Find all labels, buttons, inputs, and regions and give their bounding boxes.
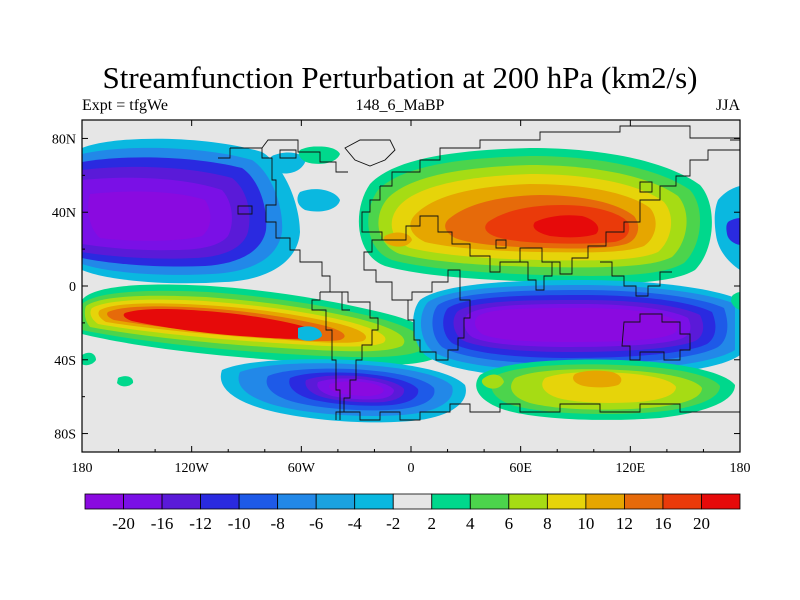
y-tick-label: 40S <box>54 354 76 369</box>
colorbar-box <box>469 493 510 510</box>
coast-eurasia <box>361 125 740 275</box>
indian-ocean-low <box>413 186 740 378</box>
colorbar-label: 20 <box>693 514 710 533</box>
south-atlantic-low <box>220 359 466 423</box>
y-tick-label: 80N <box>52 132 76 147</box>
colorbar-box <box>701 493 741 510</box>
colorbar-label: -12 <box>189 514 212 533</box>
x-tick-label: 120E <box>616 461 646 476</box>
y-tick-label: 40N <box>52 206 76 221</box>
colorbar-label: 4 <box>466 514 475 533</box>
colorbar-box <box>200 493 240 510</box>
x-tick-label: 180 <box>72 461 93 476</box>
coast-southeast-asia <box>600 261 672 297</box>
colorbar-box <box>277 493 317 510</box>
north-pacific-low <box>82 138 340 284</box>
colorbar-label: 2 <box>428 514 437 533</box>
colorbar-label: 6 <box>505 514 514 533</box>
colorbar-label: -10 <box>228 514 251 533</box>
minor-anomalies <box>82 292 740 387</box>
colorbar: -20 -16 -12 -10 -8 -6 -4 -2 2 4 6 8 10 12 16 20 <box>84 493 741 533</box>
x-tick-label: 120W <box>175 461 210 476</box>
coast-greenland <box>344 139 396 167</box>
colorbar-box <box>123 493 163 510</box>
colorbar-label: -8 <box>271 514 285 533</box>
colorbar-label: 12 <box>616 514 633 533</box>
coast-australia <box>621 313 691 361</box>
colorbar-label: -16 <box>151 514 174 533</box>
chart-title: Streamfunction Perturbation at 200 hPa (… <box>102 60 698 95</box>
case-label: 148_6_MaBP <box>355 97 445 114</box>
colorbar-box <box>315 493 356 510</box>
colorbar-label: 8 <box>543 514 552 533</box>
colorbar-box <box>84 493 124 510</box>
coast-north-america <box>218 139 350 311</box>
contour-field <box>82 138 740 423</box>
y-axis: 80N 40N 0 40S 80S <box>52 132 740 443</box>
colorbar-box <box>508 493 548 510</box>
y-tick-label: 0 <box>69 280 76 295</box>
colorbar-box <box>431 493 471 510</box>
coastlines <box>218 125 740 421</box>
y-tick-label: 80S <box>54 428 76 443</box>
colorbar-box <box>354 493 394 510</box>
colorbar-label: -2 <box>386 514 400 533</box>
colorbar-box <box>161 493 201 510</box>
coast-antarctica <box>344 403 740 421</box>
colorbar-box <box>624 493 664 510</box>
colorbar-label: -4 <box>348 514 363 533</box>
coast-south-america <box>311 291 379 420</box>
coast-africa <box>363 239 471 361</box>
experiment-label: Expt = tfgWe <box>82 97 168 114</box>
colorbar-box <box>238 493 279 510</box>
x-axis: 180 120W 60W 0 60E 120E 180 <box>72 120 751 476</box>
season-label: JJA <box>715 97 740 114</box>
x-tick-label: 60E <box>509 461 532 476</box>
south-indian-high <box>476 359 735 420</box>
colorbar-label: -20 <box>112 514 135 533</box>
colorbar-label: -6 <box>309 514 323 533</box>
x-tick-label: 60W <box>288 461 316 476</box>
coast-india <box>520 261 553 291</box>
colorbar-label: 10 <box>577 514 594 533</box>
colorbar-box <box>392 493 433 510</box>
asian-high <box>298 146 712 284</box>
x-tick-label: 0 <box>408 461 415 476</box>
colorbar-box <box>662 493 702 510</box>
colorbar-label: 16 <box>654 514 671 533</box>
colorbar-box <box>546 493 587 510</box>
colorbar-box <box>585 493 625 510</box>
x-tick-label: 180 <box>730 461 751 476</box>
coast-islands <box>237 139 740 249</box>
south-pacific-high <box>82 284 444 366</box>
